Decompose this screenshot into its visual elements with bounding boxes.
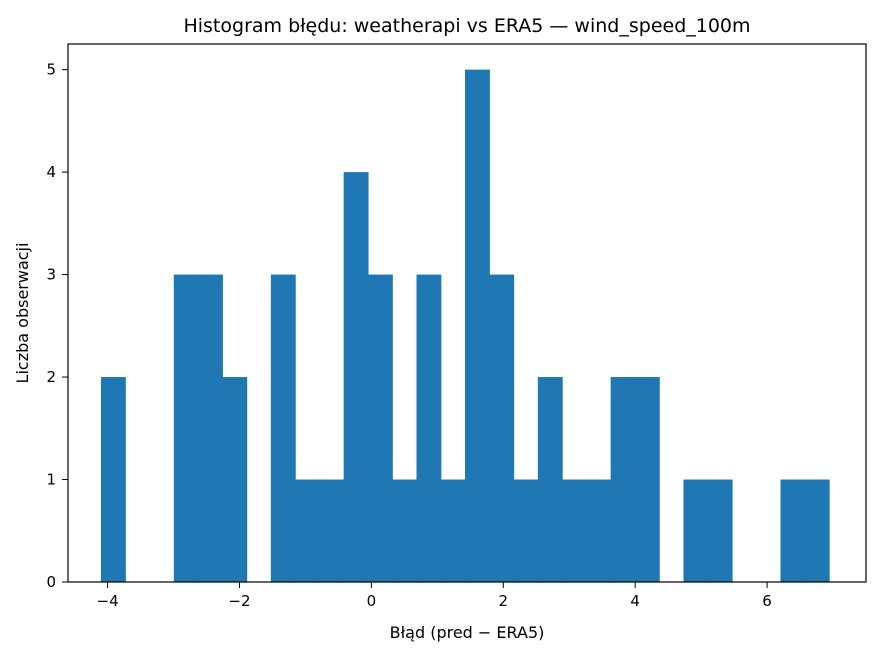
plot-frame xyxy=(67,43,867,583)
histogram-bar xyxy=(537,377,563,582)
histogram-bar xyxy=(173,274,199,582)
y-tick-label: 0 xyxy=(46,573,56,591)
y-tick-label: 1 xyxy=(46,471,56,489)
histogram-bar xyxy=(416,274,442,582)
x-tick-label: 0 xyxy=(367,592,377,610)
histogram-bar xyxy=(610,377,636,582)
histogram-bar xyxy=(319,479,345,582)
y-tick-label: 2 xyxy=(46,368,56,386)
x-axis-ticks: −4 −2 0 2 4 6 xyxy=(97,582,772,610)
y-axis-ticks: 0 1 2 3 4 5 xyxy=(46,61,68,591)
histogram-bar xyxy=(295,479,321,582)
bars-group xyxy=(100,69,830,583)
histogram-bar xyxy=(634,377,660,582)
x-tick-label: 4 xyxy=(630,592,640,610)
x-tick-label: 2 xyxy=(498,592,508,610)
x-tick-label: −4 xyxy=(97,592,119,610)
histogram-bar xyxy=(465,69,490,583)
histogram-bar xyxy=(392,479,418,582)
y-tick-label: 4 xyxy=(46,163,56,181)
histogram-bar xyxy=(804,479,830,582)
histogram-bar xyxy=(513,479,539,582)
x-axis-label: Błąd (pred − ERA5) xyxy=(390,623,545,642)
histogram-bar xyxy=(367,274,393,582)
y-tick-label: 3 xyxy=(46,266,56,284)
histogram-bar xyxy=(707,479,733,582)
histogram-bar xyxy=(780,479,806,582)
histogram-bar xyxy=(198,274,223,582)
histogram-bar xyxy=(489,274,515,582)
histogram-bar xyxy=(100,377,126,582)
histogram-bar xyxy=(343,172,369,582)
y-tick-label: 5 xyxy=(46,61,56,79)
histogram-bar xyxy=(562,479,587,582)
x-tick-label: −2 xyxy=(228,592,250,610)
chart-title: Histogram błędu: weatherapi vs ERA5 — wi… xyxy=(183,15,750,37)
histogram-bar xyxy=(586,479,612,582)
histogram-bar xyxy=(222,377,248,582)
y-axis-label: Liczba obserwacji xyxy=(13,243,32,384)
histogram-bar xyxy=(440,479,466,582)
histogram-bar xyxy=(270,274,296,582)
x-tick-label: 6 xyxy=(762,592,772,610)
histogram-bar xyxy=(683,479,709,582)
